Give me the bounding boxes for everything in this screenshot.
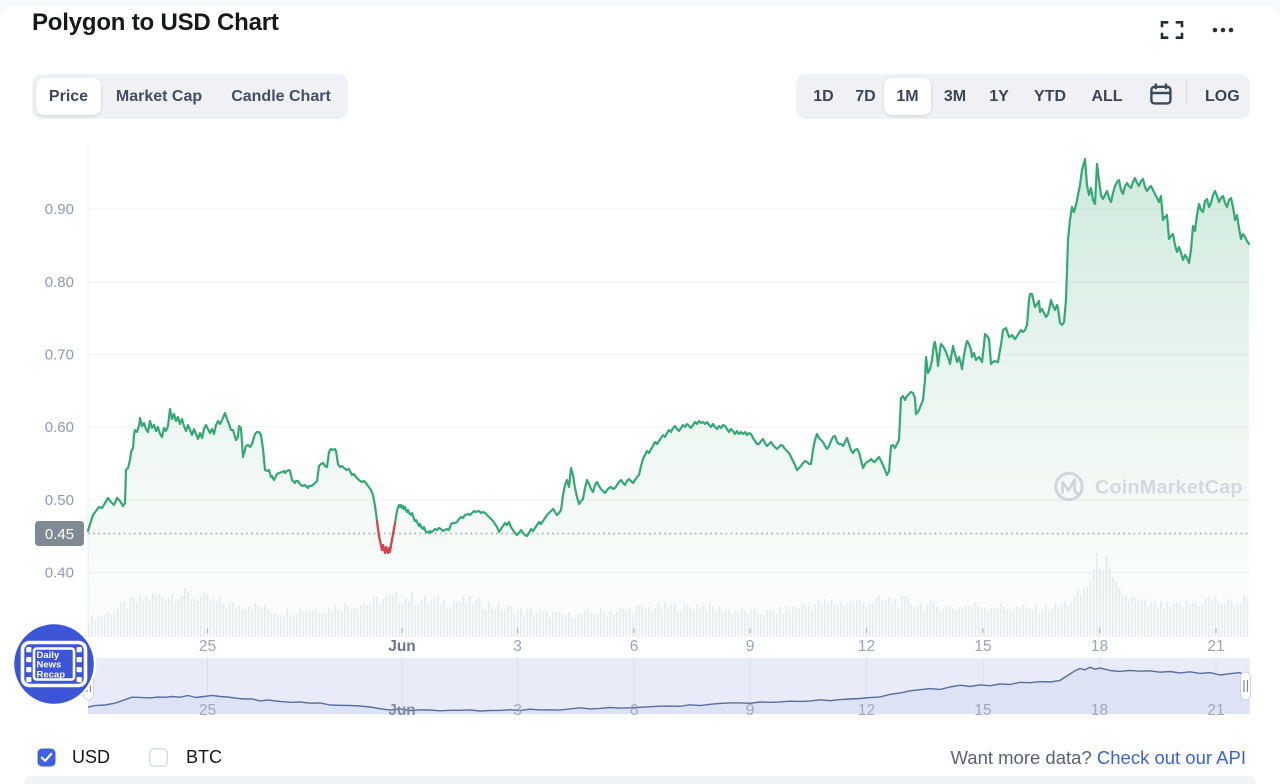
svg-text:12: 12 [858,638,875,655]
svg-text:21: 21 [1207,702,1224,719]
svg-text:Daily: Daily [37,650,60,661]
svg-text:News: News [37,660,62,671]
svg-text:Jun: Jun [388,702,416,719]
svg-text:Jun: Jun [388,638,416,655]
svg-text:3: 3 [513,638,522,655]
svg-text:6: 6 [630,638,639,655]
svg-text:0.50: 0.50 [45,492,74,509]
svg-text:0.70: 0.70 [45,347,74,364]
svg-text:18: 18 [1091,702,1108,719]
svg-text:15: 15 [974,702,991,719]
svg-text:CoinMarketCap: CoinMarketCap [1095,477,1243,499]
svg-text:0.45: 0.45 [45,526,74,543]
svg-text:0.40: 0.40 [45,565,74,582]
svg-text:0.80: 0.80 [45,274,74,291]
svg-text:6: 6 [630,702,639,719]
svg-text:0.60: 0.60 [45,419,74,436]
svg-text:9: 9 [746,638,755,655]
svg-text:15: 15 [974,638,991,655]
svg-text:12: 12 [858,702,875,719]
svg-text:9: 9 [746,702,755,719]
svg-text:21: 21 [1207,638,1224,655]
svg-text:25: 25 [199,702,216,719]
svg-text:3: 3 [513,702,522,719]
svg-text:0.90: 0.90 [45,201,74,218]
svg-text:Recap: Recap [37,669,66,680]
svg-text:18: 18 [1091,638,1108,655]
svg-text:25: 25 [199,638,216,655]
